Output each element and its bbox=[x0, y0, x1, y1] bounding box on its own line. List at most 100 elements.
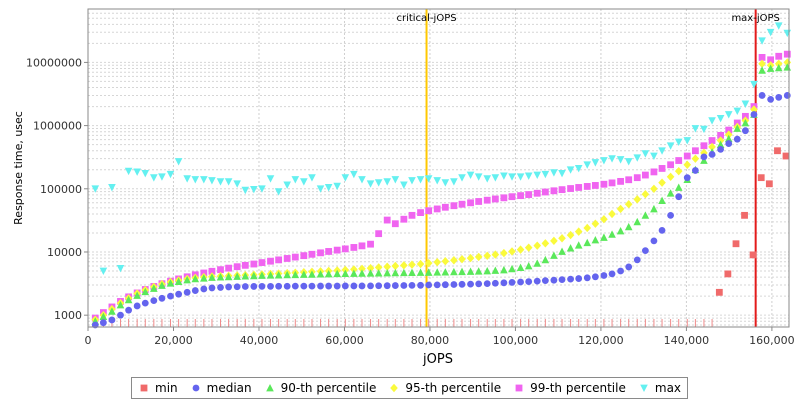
data-point bbox=[250, 283, 258, 290]
data-point bbox=[650, 204, 658, 213]
data-point bbox=[433, 205, 441, 213]
data-point bbox=[683, 152, 691, 160]
data-point bbox=[124, 295, 133, 304]
data-point bbox=[400, 181, 408, 189]
data-point bbox=[741, 211, 748, 219]
data-point bbox=[558, 247, 566, 255]
data-point bbox=[174, 158, 183, 166]
data-point bbox=[715, 288, 723, 296]
data-point bbox=[433, 177, 442, 185]
legend-symbol bbox=[515, 384, 523, 392]
data-point bbox=[500, 248, 508, 258]
legend-symbol bbox=[265, 384, 274, 392]
data-point bbox=[208, 177, 216, 185]
legend-symbol bbox=[140, 384, 148, 392]
data-point bbox=[125, 306, 133, 314]
legend-label: 99-th percentile bbox=[530, 381, 626, 395]
data-point bbox=[424, 268, 433, 276]
data-point bbox=[200, 176, 208, 184]
data-point bbox=[108, 184, 116, 192]
data-point bbox=[774, 59, 783, 69]
data-point bbox=[383, 268, 392, 277]
data-point bbox=[567, 185, 574, 192]
data-points bbox=[91, 22, 792, 329]
data-point bbox=[591, 235, 600, 244]
data-point bbox=[474, 267, 483, 275]
data-point bbox=[258, 185, 266, 193]
data-point bbox=[517, 192, 524, 200]
data-point bbox=[574, 227, 583, 236]
data-point bbox=[333, 269, 341, 278]
data-point bbox=[133, 302, 141, 310]
data-point bbox=[374, 263, 383, 272]
data-point bbox=[366, 180, 375, 188]
data-point bbox=[450, 267, 458, 276]
data-point bbox=[441, 179, 450, 187]
data-point bbox=[191, 287, 199, 294]
data-point bbox=[208, 284, 216, 292]
y-tick-label: 100000 bbox=[40, 183, 82, 196]
data-point bbox=[716, 114, 725, 123]
data-point bbox=[416, 268, 425, 276]
data-point bbox=[408, 177, 416, 185]
data-point bbox=[350, 244, 358, 251]
data-point bbox=[617, 267, 624, 275]
series-max bbox=[91, 22, 792, 276]
data-point bbox=[650, 237, 658, 245]
data-point bbox=[516, 173, 525, 181]
y-tick-label: 10000 bbox=[47, 246, 82, 259]
legend-marker bbox=[192, 384, 200, 392]
data-point bbox=[483, 280, 491, 288]
data-point bbox=[166, 279, 175, 287]
data-point bbox=[508, 264, 516, 273]
data-point bbox=[650, 168, 658, 176]
data-point bbox=[358, 264, 366, 273]
data-point bbox=[241, 272, 250, 280]
data-point bbox=[616, 156, 625, 164]
data-point bbox=[183, 175, 191, 183]
data-point bbox=[358, 269, 366, 277]
x-tick-label: 0 bbox=[85, 334, 92, 347]
data-point bbox=[742, 127, 749, 135]
data-point bbox=[508, 193, 516, 201]
data-point bbox=[441, 281, 449, 289]
data-point bbox=[782, 152, 790, 160]
data-point bbox=[633, 154, 642, 162]
data-point bbox=[141, 170, 150, 178]
data-point bbox=[758, 66, 766, 74]
data-point bbox=[167, 292, 174, 300]
data-point bbox=[341, 282, 349, 290]
legend-label: median bbox=[206, 381, 252, 395]
data-point bbox=[666, 172, 675, 181]
data-point bbox=[416, 259, 425, 269]
data-point bbox=[667, 161, 674, 169]
data-point bbox=[757, 174, 765, 182]
plot-frame bbox=[87, 8, 790, 328]
data-point bbox=[391, 176, 400, 184]
data-point bbox=[633, 174, 641, 182]
data-point bbox=[291, 176, 300, 184]
data-point bbox=[474, 252, 483, 262]
data-point bbox=[624, 222, 633, 231]
data-point bbox=[750, 105, 758, 114]
data-point bbox=[732, 240, 740, 248]
data-point bbox=[324, 184, 333, 192]
data-point bbox=[641, 247, 649, 255]
data-point bbox=[350, 282, 358, 290]
data-point bbox=[200, 285, 208, 293]
data-point bbox=[233, 283, 241, 291]
data-point bbox=[374, 179, 383, 187]
data-point bbox=[141, 299, 149, 307]
data-point bbox=[99, 319, 107, 327]
data-point bbox=[683, 160, 692, 169]
legend: min median 90-th percentile 95-th percentil… bbox=[131, 377, 689, 399]
data-point bbox=[266, 271, 275, 279]
data-point bbox=[550, 251, 558, 259]
data-point bbox=[683, 137, 692, 145]
data-point bbox=[758, 59, 766, 69]
data-point bbox=[600, 215, 608, 224]
data-point bbox=[233, 263, 241, 271]
data-point bbox=[366, 269, 375, 277]
data-point bbox=[225, 264, 233, 272]
y-axis-ticks: 1000 10000 100000 1000000 10000000 bbox=[26, 56, 88, 322]
